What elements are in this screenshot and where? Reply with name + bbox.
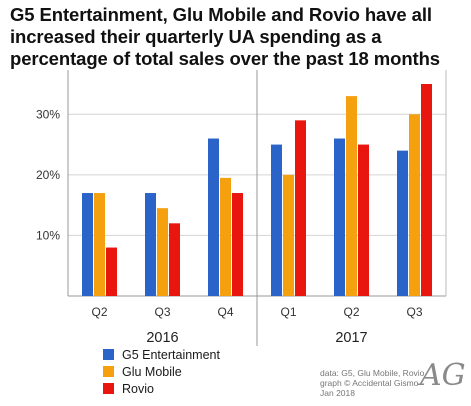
xtick-label-2: Q3 bbox=[154, 305, 170, 319]
xtick-label-5: Q2 bbox=[343, 305, 359, 319]
bar-glu-mobile-1 bbox=[94, 193, 105, 296]
bar-g5-entertainment-4 bbox=[271, 144, 282, 296]
legend: G5 Entertainment Glu Mobile Rovio bbox=[103, 346, 220, 397]
bar-g5-entertainment-1 bbox=[82, 193, 93, 296]
legend-swatch-glu bbox=[103, 366, 114, 377]
legend-item-glu: Glu Mobile bbox=[103, 363, 220, 380]
ytick-label-30: 30% bbox=[36, 107, 60, 121]
ytick-label-10: 10% bbox=[36, 228, 60, 242]
xtick-label-6: Q3 bbox=[406, 305, 422, 319]
xtick-label-4: Q1 bbox=[280, 305, 296, 319]
bar-glu-mobile-2 bbox=[157, 208, 168, 296]
bar-rovio-2 bbox=[169, 223, 180, 296]
xtick-label-1: Q2 bbox=[91, 305, 107, 319]
legend-item-rovio: Rovio bbox=[103, 380, 220, 397]
bar-g5-entertainment-3 bbox=[208, 138, 219, 296]
bar-rovio-5 bbox=[358, 144, 369, 296]
credit-line-3: Jan 2018 bbox=[320, 388, 355, 398]
title-line-2: increased their quarterly UA spending as… bbox=[10, 26, 382, 47]
bar-rovio-4 bbox=[295, 120, 306, 296]
xtick-label-3: Q4 bbox=[217, 305, 233, 319]
legend-label-rovio: Rovio bbox=[122, 381, 154, 396]
legend-item-g5: G5 Entertainment bbox=[103, 346, 220, 363]
bar-glu-mobile-5 bbox=[346, 96, 357, 296]
legend-label-g5: G5 Entertainment bbox=[122, 347, 220, 362]
bar-glu-mobile-3 bbox=[220, 177, 231, 296]
ytick-label-20: 20% bbox=[36, 168, 60, 182]
bar-g5-entertainment-5 bbox=[334, 138, 345, 296]
group-label-2017: 2017 bbox=[335, 330, 367, 346]
chart-title: G5 Entertainment, Glu Mobile and Rovio h… bbox=[10, 4, 465, 70]
credit-line-2: graph © Accidental Gismo bbox=[320, 378, 419, 388]
title-line-1: G5 Entertainment, Glu Mobile and Rovio h… bbox=[10, 4, 432, 25]
bar-glu-mobile-6 bbox=[409, 114, 420, 297]
signature-logo: AG bbox=[420, 358, 466, 393]
legend-swatch-g5 bbox=[103, 349, 114, 360]
group-label-2016: 2016 bbox=[146, 330, 178, 346]
legend-swatch-rovio bbox=[103, 383, 114, 394]
bar-g5-entertainment-6 bbox=[397, 150, 408, 296]
bar-rovio-1 bbox=[106, 247, 117, 296]
bar-rovio-3 bbox=[232, 193, 243, 296]
credit-line-1: data: G5, Glu Mobile, Rovio bbox=[320, 368, 425, 378]
bar-rovio-6 bbox=[421, 84, 432, 296]
bar-g5-entertainment-2 bbox=[145, 193, 156, 296]
bar-glu-mobile-4 bbox=[283, 174, 294, 296]
source-credit: data: G5, Glu Mobile, Rovio graph © Acci… bbox=[320, 368, 424, 398]
legend-label-glu: Glu Mobile bbox=[122, 364, 182, 379]
title-line-3: percentage of total sales over the past … bbox=[10, 48, 440, 69]
